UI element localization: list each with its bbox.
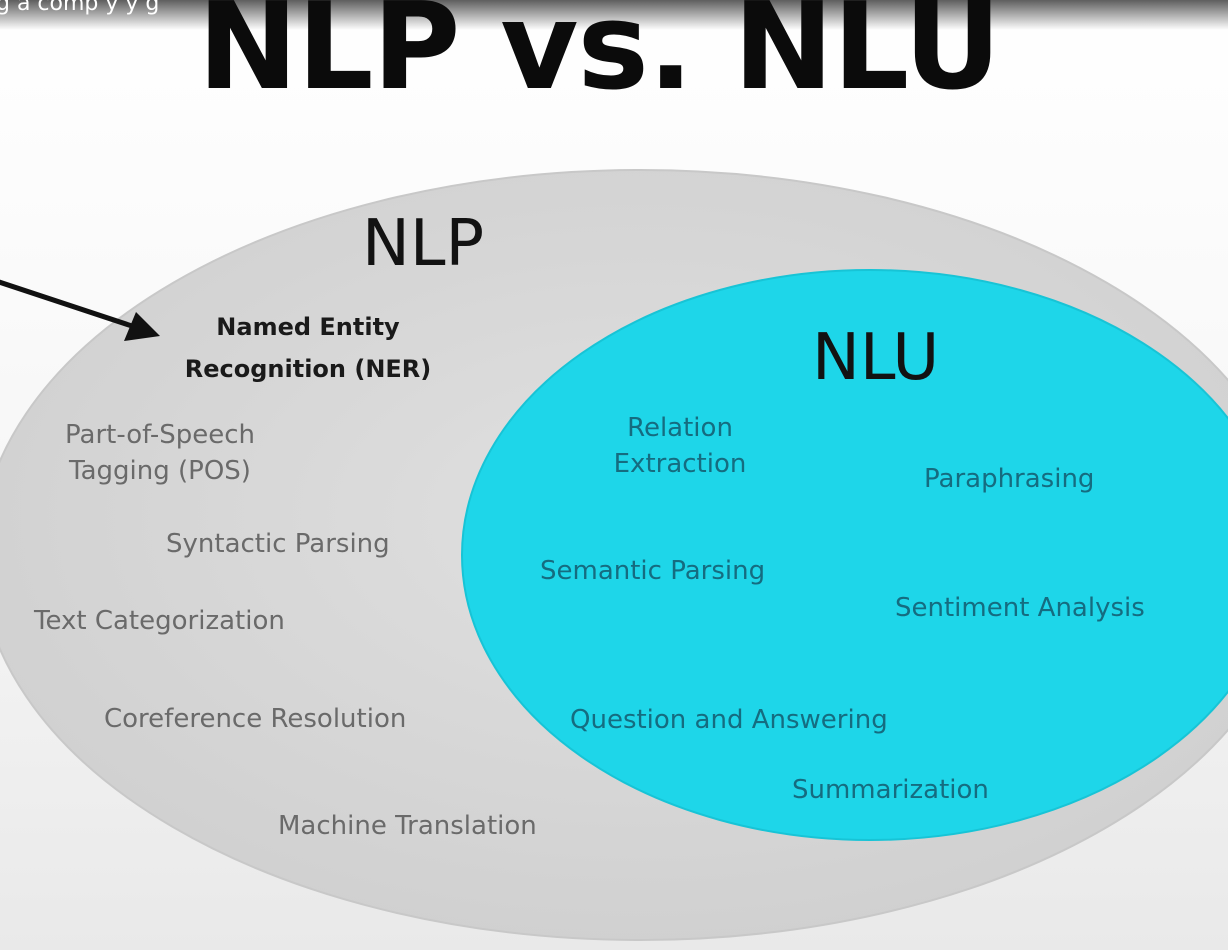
nlp-label: NLP bbox=[362, 212, 484, 276]
pos-task: Part-of-Speech Tagging (POS) bbox=[40, 417, 280, 490]
ner-task: Named Entity Recognition (NER) bbox=[160, 306, 456, 390]
machine-translation-task: Machine Translation bbox=[278, 808, 537, 844]
relation-extraction-task: Relation Extraction bbox=[588, 410, 772, 483]
paraphrasing-task: Paraphrasing bbox=[924, 461, 1094, 497]
ner-line2: Recognition (NER) bbox=[160, 348, 456, 390]
semantic-parsing-task: Semantic Parsing bbox=[540, 553, 765, 589]
summarization-task: Summarization bbox=[792, 772, 989, 808]
relation-line1: Relation bbox=[588, 410, 772, 446]
nlu-label: NLU bbox=[812, 326, 939, 390]
relation-line2: Extraction bbox=[588, 446, 772, 482]
question-answering-task: Question and Answering bbox=[570, 702, 888, 738]
syntactic-parsing-task: Syntactic Parsing bbox=[166, 526, 390, 562]
text-categorization-task: Text Categorization bbox=[34, 603, 285, 639]
ner-line1: Named Entity bbox=[160, 306, 456, 348]
pos-line1: Part-of-Speech bbox=[40, 417, 280, 453]
sentiment-analysis-task: Sentiment Analysis bbox=[895, 590, 1145, 626]
pos-line2: Tagging (POS) bbox=[40, 453, 280, 489]
coreference-resolution-task: Coreference Resolution bbox=[104, 701, 406, 737]
